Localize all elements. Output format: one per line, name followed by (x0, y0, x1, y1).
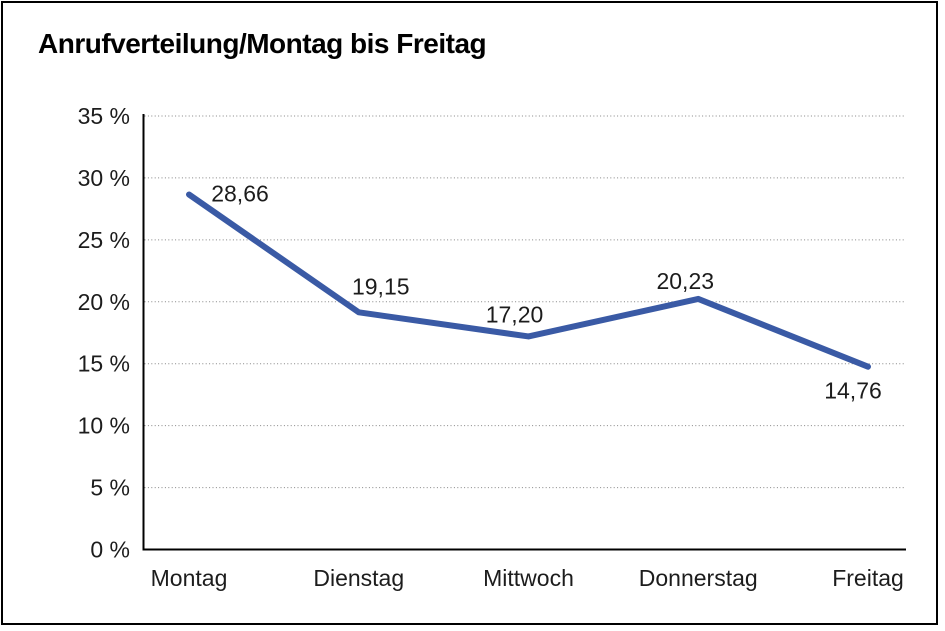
y-tick-label: 10 % (78, 413, 130, 439)
chart-title: Anrufverteilung/Montag bis Freitag (38, 28, 487, 59)
y-tick-label: 5 % (90, 475, 130, 501)
data-point-label: 14,76 (824, 378, 882, 404)
y-tick-label: 25 % (78, 227, 130, 253)
y-tick-label: 0 % (90, 537, 130, 563)
x-tick-label: Montag (151, 565, 228, 591)
y-tick-label: 20 % (78, 289, 130, 315)
x-tick-label: Freitag (832, 565, 904, 591)
data-line (186, 191, 871, 370)
data-point-label: 17,20 (486, 301, 544, 327)
data-point-label: 20,23 (656, 268, 714, 294)
x-tick-label: Dienstag (313, 565, 404, 591)
data-point-label: 19,15 (352, 273, 410, 299)
x-tick-label: Mittwoch (483, 565, 574, 591)
y-tick-label: 15 % (78, 351, 130, 377)
data-point-label: 28,66 (211, 181, 269, 207)
x-tick-label: Donnerstag (639, 565, 758, 591)
y-tick-label: 30 % (78, 165, 130, 191)
y-tick-label: 35 % (78, 103, 130, 129)
